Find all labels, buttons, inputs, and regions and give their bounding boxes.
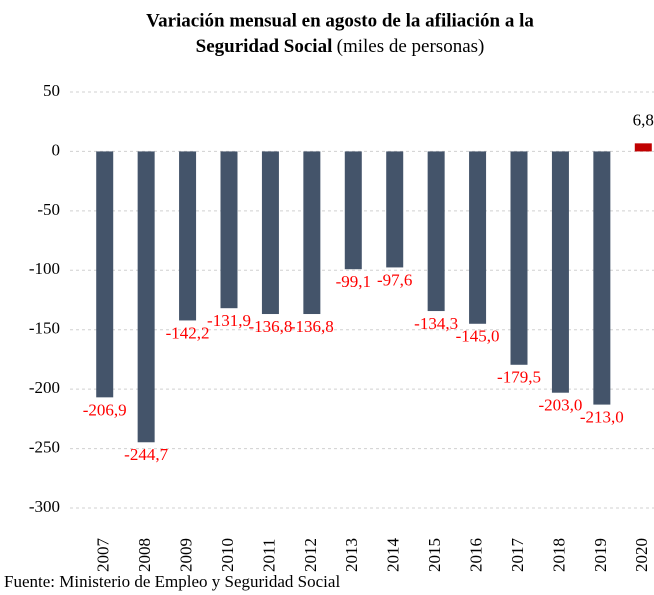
chart-subtitle: (miles de personas) <box>337 36 485 57</box>
data-label: -206,9 <box>83 400 127 419</box>
y-tick-label: -150 <box>29 319 60 338</box>
data-label: -213,0 <box>580 408 624 427</box>
bar <box>179 151 197 321</box>
y-tick-label: 50 <box>43 81 60 100</box>
chart-title: Seguridad Social <box>196 36 333 57</box>
data-label: -134,3 <box>414 314 458 333</box>
bar <box>344 151 362 270</box>
bar <box>96 151 114 398</box>
x-tick-label: 2010 <box>218 538 237 572</box>
y-tick-label: -250 <box>29 437 60 456</box>
bar <box>469 151 487 324</box>
bar <box>593 151 611 405</box>
x-tick-label: 2013 <box>342 538 361 572</box>
x-tick-label: 2008 <box>135 538 154 572</box>
x-tick-label: 2018 <box>549 538 568 572</box>
x-tick-label: 2011 <box>259 539 278 572</box>
bar <box>261 151 279 315</box>
chart-title-line: Seguridad Social (miles de personas) <box>196 36 485 57</box>
data-label: 6,8 <box>633 110 654 129</box>
bar <box>303 151 321 315</box>
data-label: -179,5 <box>497 368 541 387</box>
data-label: -145,0 <box>456 327 500 346</box>
x-tick-label: 2019 <box>591 538 610 572</box>
data-label: -136,8 <box>290 317 334 336</box>
bar <box>551 151 569 393</box>
data-label: -203,0 <box>538 396 582 415</box>
data-label: -244,7 <box>124 445 168 464</box>
x-tick-label: 2020 <box>632 538 651 572</box>
bar <box>220 151 238 309</box>
data-label: -131,9 <box>207 311 251 330</box>
bar <box>634 143 652 152</box>
bar <box>510 151 528 365</box>
data-label: -97,6 <box>377 270 412 289</box>
x-tick-label: 2012 <box>301 538 320 572</box>
chart-title: Variación mensual en agosto de la afilia… <box>146 10 534 31</box>
x-tick-label: 2009 <box>176 538 195 572</box>
y-tick-label: -300 <box>29 497 60 516</box>
y-tick-label: 0 <box>52 140 61 159</box>
y-tick-label: -200 <box>29 378 60 397</box>
x-tick-label: 2017 <box>508 538 527 573</box>
y-tick-label: -50 <box>37 200 60 219</box>
source-note: Fuente: Ministerio de Empleo y Seguridad… <box>4 572 340 591</box>
x-tick-label: 2014 <box>384 538 403 573</box>
x-tick-label: 2007 <box>94 538 113 573</box>
data-label: -99,1 <box>336 272 371 291</box>
data-label: -142,2 <box>166 323 210 342</box>
data-label: -136,8 <box>248 317 292 336</box>
x-tick-label: 2016 <box>466 538 485 572</box>
bar <box>427 151 445 312</box>
bar <box>137 151 155 443</box>
y-tick-label: -100 <box>29 259 60 278</box>
x-tick-label: 2015 <box>425 538 444 572</box>
bar <box>386 151 404 268</box>
